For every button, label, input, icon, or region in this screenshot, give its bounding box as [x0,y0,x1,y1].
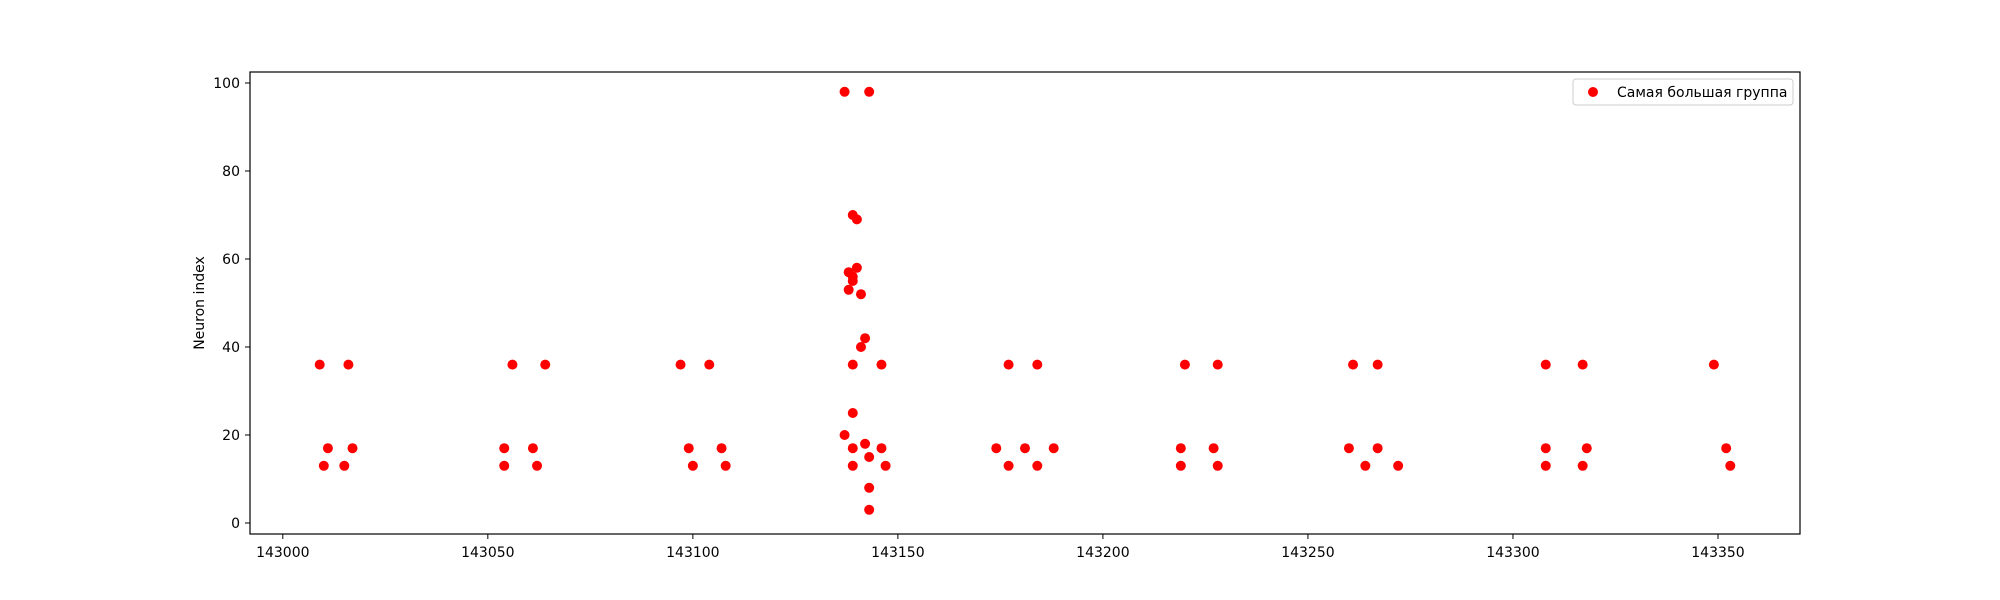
data-point [1343,443,1354,454]
data-point [1721,443,1732,454]
data-point [855,342,866,352]
data-point [1032,359,1043,370]
data-point [1577,359,1588,370]
legend-box [1572,78,1794,106]
data-point [876,359,887,370]
data-point [839,86,850,97]
data-point [1212,460,1223,471]
legend: Самая большая группа [1572,78,1794,106]
data-point [864,482,875,493]
data-point [860,333,871,344]
data-point [314,359,325,370]
data-point [847,408,858,418]
data-point [347,443,358,454]
y-axis: 0 20 40 60 80 100 [213,76,250,532]
data-point [1372,443,1383,454]
data-point [720,460,731,471]
data-point [1540,359,1551,370]
data-point [1212,359,1223,370]
data-point [1003,460,1014,471]
data-point [716,443,727,454]
x-tick-label: 143300 [1486,545,1539,561]
data-point [1360,460,1371,471]
data-point [847,359,858,370]
x-tick-label: 143200 [1076,545,1129,561]
data-point [1372,359,1383,370]
data-point [675,359,686,370]
data-point [1175,443,1186,454]
data-point [864,452,875,462]
data-point [839,430,850,440]
y-axis-label: Neuron index [192,256,208,350]
y-tick-label: 20 [222,428,240,444]
data-point [851,262,862,273]
data-point [499,443,510,454]
y-tick-label: 80 [222,164,240,180]
data-point [1175,460,1186,471]
y-tick-label: 40 [222,340,240,356]
data-point [1540,443,1551,454]
data-point [527,443,538,454]
data-point [851,214,862,225]
points-layer [314,86,1736,515]
data-point [991,443,1002,454]
y-tick-label: 100 [213,76,240,92]
data-point [1540,460,1551,471]
x-tick-label: 143250 [1281,545,1334,561]
data-point [532,460,543,471]
data-point [704,359,715,370]
data-point [1725,460,1736,471]
data-point [1348,359,1359,370]
data-point [687,460,698,471]
data-point [880,460,891,471]
x-tick-label: 143100 [666,545,719,561]
data-point [1577,460,1588,471]
y-tick-label: 0 [231,516,240,532]
data-point [864,504,875,515]
data-point [847,460,858,471]
data-point [847,443,858,454]
data-point [343,359,354,370]
x-tick-label: 143150 [871,545,924,561]
x-tick-label: 143050 [461,545,514,561]
legend-marker [1588,87,1598,97]
data-point [1208,443,1219,454]
data-point [847,276,858,286]
data-point [1581,443,1592,454]
plot-frame [249,71,1801,535]
plot-area [250,72,1800,534]
x-tick-label: 143000 [256,545,309,561]
data-point [507,359,518,370]
y-tick-label: 60 [222,252,240,268]
data-point [1179,359,1190,370]
data-point [683,443,694,454]
data-point [540,359,551,370]
data-point [864,86,875,97]
data-point [322,443,333,454]
data-point [1020,443,1030,454]
data-point [1393,460,1404,471]
x-axis: 143000 143050 143100 143150 143200 143250 1433… [256,534,1745,561]
data-point [843,284,854,295]
data-point [339,460,350,471]
data-point [1003,359,1014,370]
data-point [1048,443,1059,454]
data-point [855,289,866,300]
data-point [1708,359,1719,370]
data-point [318,460,329,471]
data-point [876,443,887,454]
x-tick-label: 143350 [1691,545,1744,561]
data-point [1032,460,1043,471]
data-point [860,438,871,449]
data-point [499,460,510,471]
legend-label: Самая большая группа [1617,85,1787,101]
